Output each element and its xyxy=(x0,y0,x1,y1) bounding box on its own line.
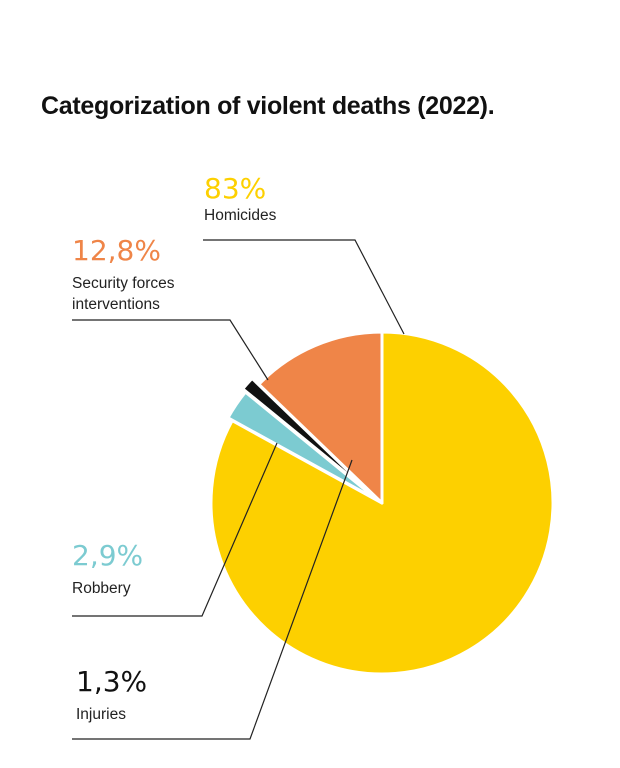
slice-name-security-forces-interventions-line-1: Security forces xyxy=(72,275,175,292)
slice-name-injuries: Injuries xyxy=(76,706,126,723)
slice-value-robbery: 2,9% xyxy=(72,539,143,572)
pie-slice-security-forces-interventions xyxy=(257,330,384,505)
slice-value-security-forces-interventions: 12,8% xyxy=(72,234,161,267)
pie-slice-homicides xyxy=(209,330,555,676)
slice-value-homicides: 83% xyxy=(204,172,266,205)
slice-labels: 83% Homicides 2,9% Robbery 1,3% Injuries 12,8%… xyxy=(72,172,277,723)
leader-line-homicides xyxy=(203,239,405,335)
slice-value-injuries: 1,3% xyxy=(76,665,147,698)
chart-title: Categorization of violent deaths (2022). xyxy=(41,92,495,120)
slice-name-security-forces-interventions-line-2: interventions xyxy=(72,296,160,313)
slice-name-robbery: Robbery xyxy=(72,580,131,597)
slice-name-homicides: Homicides xyxy=(204,207,277,224)
pie-slice-injuries xyxy=(241,376,377,499)
pie-slices xyxy=(209,330,555,676)
leader-line-security-forces-interventions xyxy=(72,319,269,381)
leader-line-robbery xyxy=(72,442,278,617)
leader-line-injuries xyxy=(72,459,353,740)
leader-lines xyxy=(72,239,405,740)
